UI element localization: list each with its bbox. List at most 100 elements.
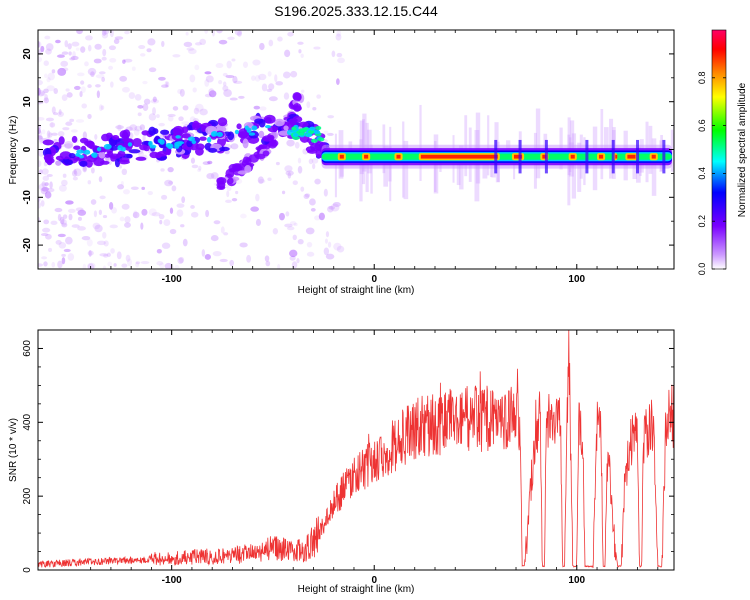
spec-band-peak [651, 154, 656, 159]
spec-noise [43, 261, 48, 267]
spec-noise [199, 38, 207, 46]
spec-ridge-blob [292, 115, 303, 123]
snr-ytick-label: 400 [22, 414, 33, 431]
spec-noise [327, 241, 332, 248]
spec-noise [242, 61, 248, 69]
spec-ridge-blob [79, 160, 88, 167]
spec-noise [45, 48, 52, 55]
spec-noise [195, 103, 204, 112]
spec-ridge-core [264, 125, 272, 129]
spec-noise [44, 191, 52, 199]
spec-noise [286, 226, 295, 231]
spec-ridge-core [187, 136, 195, 142]
spec-ridge-blob [59, 151, 72, 160]
spec-noise [98, 209, 103, 216]
spec-streak [359, 139, 363, 202]
spec-noise [208, 88, 215, 96]
spec-noise [52, 112, 59, 116]
spec-noise [231, 198, 238, 202]
spec-ridge-blob [44, 157, 55, 164]
spec-noise [300, 89, 305, 93]
spec-ridge-core [117, 144, 124, 151]
spec-noise [38, 201, 42, 209]
spec-noise [222, 72, 228, 77]
spec-noise [51, 132, 58, 136]
spec-streak [567, 134, 571, 206]
spec-noise [38, 128, 41, 135]
spec-noise [70, 55, 79, 61]
spec-noise [318, 212, 325, 221]
spec-ridge-blob [236, 123, 242, 130]
spec-noise [268, 96, 278, 102]
spec-xtick-label: 0 [371, 274, 377, 285]
spec-noise [252, 59, 261, 66]
spec-noise [57, 111, 64, 117]
spec-noise [148, 113, 157, 121]
spec-ridge-blob [160, 129, 170, 135]
spec-streak [403, 140, 409, 200]
spec-ridge-blob [108, 153, 121, 159]
spec-noise [130, 186, 139, 190]
spec-ridge2-blob [237, 170, 247, 175]
spec-ridge-blob [278, 130, 290, 136]
spec-noise [327, 132, 334, 136]
spec-noise [141, 208, 148, 216]
spec-noise [167, 115, 174, 122]
spec-noise [161, 242, 171, 249]
spec-noise [161, 84, 169, 88]
spec-noise [44, 35, 51, 40]
spec-spike [544, 139, 548, 174]
spec-noise [87, 44, 92, 52]
spec-noise [255, 218, 261, 226]
spec-noise [127, 258, 132, 267]
spec-noise [336, 30, 342, 37]
spec-noise [268, 39, 274, 47]
spec-band-peak [513, 154, 523, 159]
spec-streak [600, 108, 604, 180]
spec-noise [58, 109, 62, 115]
spec-noise [177, 88, 183, 95]
spec-band-peak [627, 154, 636, 159]
spec-ytick-label: -10 [22, 190, 33, 205]
spec-noise [158, 122, 165, 127]
spec-noise [267, 71, 272, 77]
spec-ridge-patch [315, 126, 322, 131]
spec-ridge-blob [263, 114, 276, 124]
spec-noise [282, 71, 291, 79]
colorbar: 0.0 0.2 0.4 0.6 0.8 Normalized spectral ampl… [697, 29, 748, 275]
spec-noise [336, 78, 340, 86]
spec-ridge2-blob [227, 177, 234, 185]
spec-noise [194, 42, 202, 46]
spec-noise [303, 193, 310, 200]
spec-noise [168, 180, 174, 185]
spec-noise [50, 122, 54, 128]
spec-noise [38, 196, 41, 203]
spec-noise [128, 92, 136, 99]
spec-noise [108, 45, 117, 51]
spec-ridge-blob [158, 143, 167, 149]
spec-noise [53, 87, 58, 94]
spec-noise [233, 80, 243, 84]
spec-noise [62, 214, 68, 220]
spec-noise [95, 84, 101, 88]
spec-noise [72, 176, 78, 181]
spec-noise [87, 250, 94, 256]
snr-ylabel: SNR (10 * v/v) [8, 418, 19, 482]
spec-band-peak [420, 154, 498, 159]
spec-noise [102, 231, 107, 239]
spec-noise [308, 158, 314, 165]
spec-ridge-core [91, 153, 96, 157]
spec-noise [133, 210, 138, 219]
spec-spike [518, 139, 522, 174]
spec-noise [124, 216, 131, 224]
spec-noise [46, 77, 51, 83]
spec-ridge-patch [292, 132, 299, 137]
spec-noise [118, 165, 122, 169]
spec-noise [292, 180, 298, 186]
spec-ridge-blob [128, 149, 141, 154]
spec-noise [134, 125, 143, 132]
spec-noise [62, 67, 69, 72]
spec-noise [106, 252, 111, 258]
spec-noise [56, 54, 65, 58]
